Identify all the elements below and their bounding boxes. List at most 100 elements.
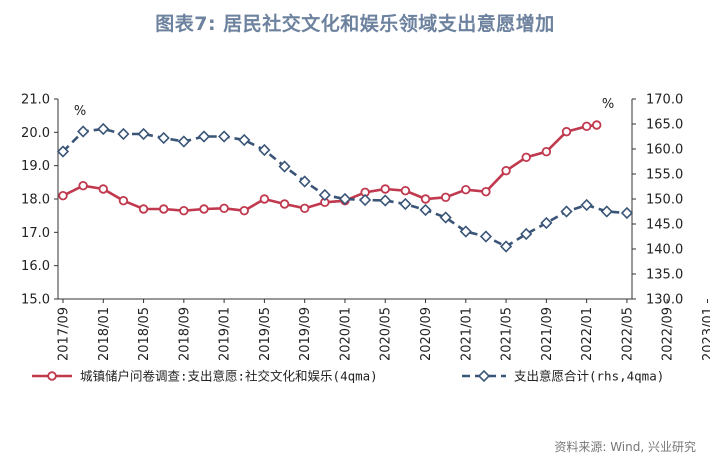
data-point [258,143,271,157]
data-point [400,185,411,196]
data-point [279,199,290,209]
data-point [118,195,129,206]
y-left-tick-label: 20.0 [21,126,50,141]
data-point [541,146,552,157]
data-point [520,227,533,241]
data-point [592,120,602,130]
data-point [399,197,412,211]
x-tick-label: 2022/01 [580,307,595,361]
data-point [379,194,392,207]
y-left-tick-label: 15.0 [21,293,50,308]
x-tick-label: 2019/05 [258,307,273,361]
x-tick-label: 2022/05 [620,307,635,361]
data-point [77,125,90,138]
data-point [420,194,431,204]
x-tick-label: 2022/09 [661,307,676,361]
data-point [157,131,170,145]
y-right-tick-label: 165.0 [646,118,683,133]
data-point [197,130,211,143]
data-point [238,133,251,147]
x-tick-label: 2021/05 [500,307,515,361]
x-tick-label: 2021/01 [459,307,474,361]
legend-label-social-culture: 城镇储户问卷调查:支出意愿:社交文化和娱乐(4qma) [80,369,378,384]
data-point [459,225,472,238]
data-point [560,205,573,218]
x-tick-label: 2021/09 [540,307,555,361]
series-line-total-willingness [62,127,628,248]
x-tick-label: 2023/01 [701,307,710,361]
data-point [218,130,231,143]
data-point [501,165,511,176]
y-right-tick-label: 160.0 [646,143,683,158]
y-left-tick-label: 17.0 [21,226,50,241]
y-left-tick-label: 21.0 [21,93,50,108]
data-point [479,230,493,243]
data-point [259,194,270,204]
chart-legend: 城镇储户问卷调查:支出意愿:社交文化和娱乐(4qma) 支出意愿合计(rhs,4q… [32,369,664,384]
data-point [521,152,531,163]
x-tick-label: 2019/09 [298,307,313,361]
right-axis-unit: % [602,97,614,112]
y-right-tick-label: 145.0 [646,218,683,233]
y-right-tick-label: 130.0 [646,293,683,308]
legend-label-total-willingness: 支出意愿合计(rhs,4qma) [514,369,664,384]
data-point [461,184,471,195]
y-left-tick-label: 19.0 [21,159,50,174]
data-point [97,122,110,136]
data-point [620,206,634,220]
y-right-tick-label: 140.0 [646,243,683,258]
data-point [179,205,189,216]
data-point [318,188,331,202]
data-point [78,180,88,191]
x-tick-label: 2017/09 [57,307,72,361]
data-point [561,126,572,137]
y-left-tick-label: 16.0 [21,259,50,274]
data-point [580,198,593,212]
data-point [138,204,149,214]
data-point [581,121,592,132]
x-tick-label: 2020/09 [419,307,434,361]
data-point [137,127,150,141]
legend-marker-social-culture [47,371,57,381]
legend-marker-total-willingness [477,369,491,383]
data-point [219,203,229,214]
data-point [419,203,432,217]
data-point [338,192,352,206]
data-point [56,145,70,158]
data-point [600,205,613,218]
data-point [58,190,68,201]
data-point [117,127,130,141]
y-right-tick-label: 170.0 [646,93,683,108]
axis-unit-labels: %% [74,97,614,119]
x-tick-label: 2019/01 [218,307,233,361]
left-axis-unit: % [74,104,86,119]
y-right-tick-label: 135.0 [646,268,683,283]
data-point [239,205,249,216]
data-point [380,184,390,194]
data-point [278,160,291,173]
x-tick-label: 2018/05 [137,307,152,361]
x-tick-label: 2020/05 [379,307,394,361]
y-right-tick-label: 155.0 [646,168,683,183]
data-point [299,203,310,214]
x-tick-label: 2018/09 [177,307,192,361]
data-point [159,204,169,214]
series-line-social-culture [62,123,597,213]
y-right-tick-label: 150.0 [646,193,683,208]
data-point [481,186,491,197]
x-tick-label: 2018/01 [97,307,112,361]
y-left-tick-label: 18.0 [21,193,50,208]
source-note: 资料来源: Wind, 兴业研究 [554,440,696,454]
data-point [440,192,451,203]
chart-ticks: 15.0 16.0 17.0 18.0 19.0 20.0 21.0 130.0 135.0 14… [21,93,710,362]
data-point [359,193,372,207]
data-point [298,175,311,188]
data-point [98,184,108,194]
data-point [199,204,209,214]
page-title: 图表7: 居民社交文化和娱乐领域支出意愿增加 [155,13,555,35]
x-tick-label: 2020/01 [338,307,353,361]
data-point [177,135,190,148]
data-point [540,216,553,230]
data-point [500,240,513,253]
